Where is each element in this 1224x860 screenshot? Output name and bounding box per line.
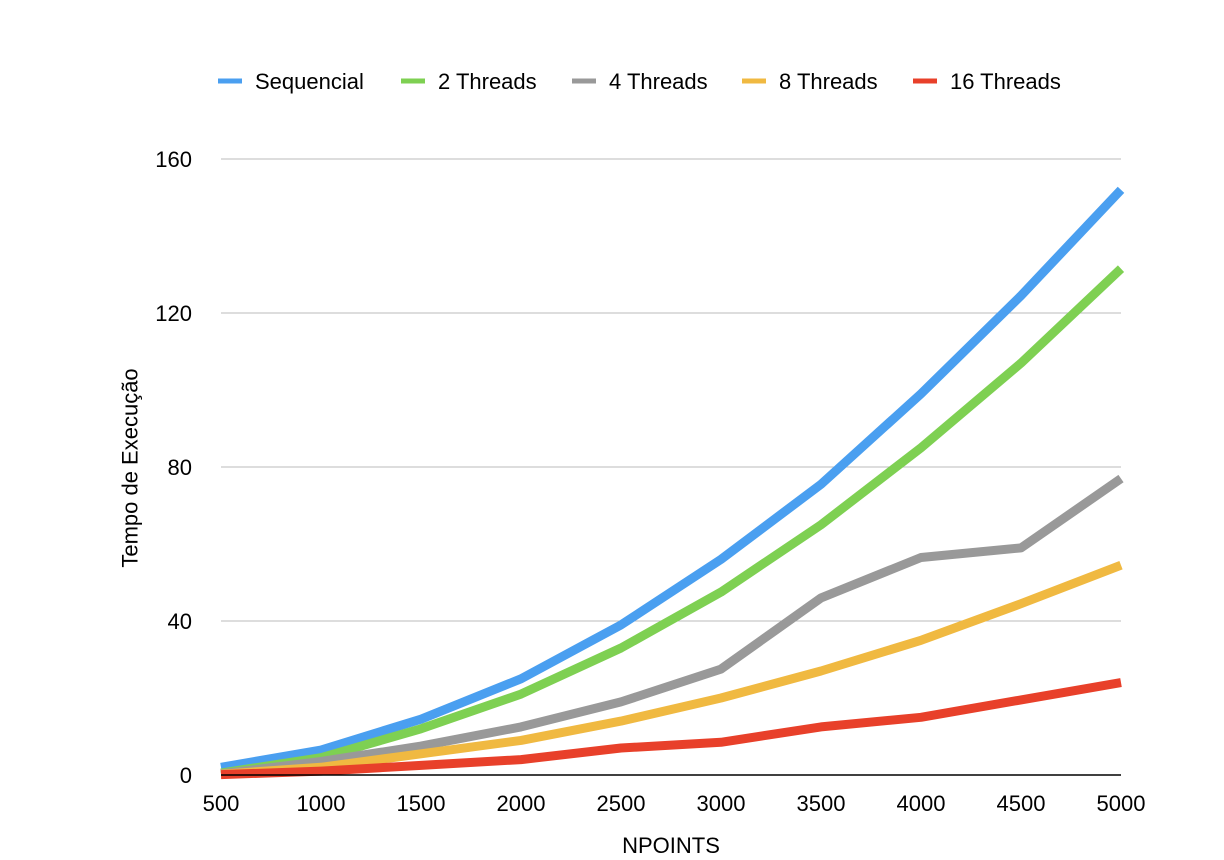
x-tick-label: 4500 — [997, 791, 1046, 816]
chart-legend: Sequencial 2 Threads 4 Threads 8 Threads 16 … — [218, 69, 1061, 94]
y-tick-label: 80 — [168, 455, 192, 480]
legend-label: Sequencial — [255, 69, 364, 94]
series-line-1 — [220, 265, 1125, 778]
x-tick-label: 5000 — [1097, 791, 1146, 816]
legend-label: 16 Threads — [950, 69, 1061, 94]
y-axis-title: Tempo de Execução — [118, 368, 143, 567]
x-tick-label: 1000 — [297, 791, 346, 816]
series-line-0 — [220, 186, 1125, 772]
x-tick-label: 2000 — [497, 791, 546, 816]
x-tick-label: 2500 — [597, 791, 646, 816]
series-line-3 — [220, 561, 1123, 779]
legend-label: 2 Threads — [438, 69, 537, 94]
series-line-2 — [220, 474, 1124, 779]
x-tick-label: 3500 — [797, 791, 846, 816]
legend-label: 8 Threads — [779, 69, 878, 94]
y-axis-ticks: 0 40 80 120 160 — [155, 147, 192, 788]
legend-label: 4 Threads — [609, 69, 708, 94]
x-tick-label: 500 — [203, 791, 240, 816]
y-tick-label: 120 — [155, 301, 192, 326]
y-tick-label: 40 — [168, 609, 192, 634]
x-tick-label: 3000 — [697, 791, 746, 816]
x-tick-label: 4000 — [897, 791, 946, 816]
x-axis-ticks: 500 1000 1500 2000 2500 3000 3500 4000 4500 5000 — [203, 791, 1146, 816]
y-tick-label: 160 — [155, 147, 192, 172]
y-tick-label: 0 — [180, 763, 192, 788]
x-axis-title: NPOINTS — [622, 833, 720, 858]
series-lines — [220, 186, 1125, 780]
x-tick-label: 1500 — [397, 791, 446, 816]
series-line-4 — [220, 678, 1122, 780]
